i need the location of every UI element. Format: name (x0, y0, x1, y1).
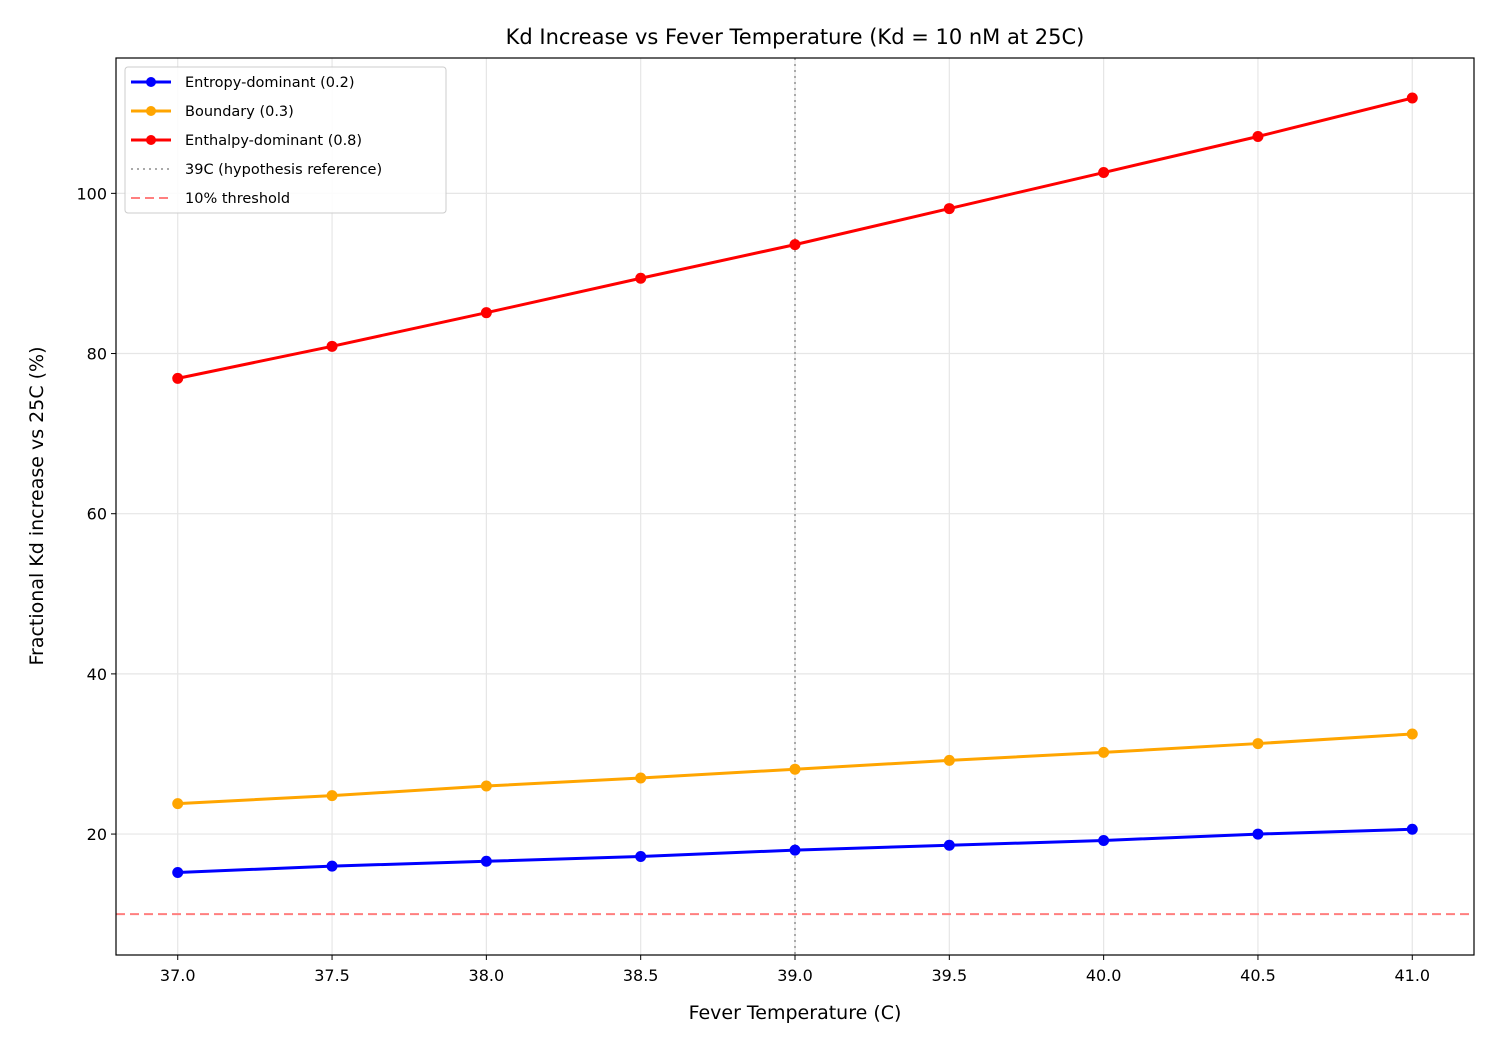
data-point (943, 754, 955, 766)
y-tick-label: 100 (76, 184, 107, 203)
x-tick-label: 40.0 (1086, 966, 1122, 985)
y-tick-label: 60 (87, 505, 107, 524)
y-tick-label: 40 (87, 665, 107, 684)
data-point (172, 372, 184, 384)
data-point (172, 867, 184, 879)
data-point (943, 839, 955, 851)
reference-lines (116, 58, 1474, 955)
y-axis-label: Fractional Kd increase vs 25C (%) (26, 346, 48, 665)
data-point (326, 860, 338, 872)
data-point (1098, 746, 1110, 758)
data-point (480, 780, 492, 792)
data-point (789, 239, 801, 251)
data-point (1252, 828, 1264, 840)
x-axis: 37.0 37.5 38.0 38.5 39.0 39.5 40.0 40.5 41.0 (160, 955, 1430, 985)
legend-box (124, 66, 447, 214)
data-point (1406, 92, 1418, 104)
data-point (480, 307, 492, 319)
x-tick-label: 37.0 (160, 966, 196, 985)
chart-title: Kd Increase vs Fever Temperature (Kd = 1… (506, 25, 1085, 49)
x-tick-label: 38.5 (623, 966, 659, 985)
legend-marker (146, 77, 156, 87)
data-point (1098, 834, 1110, 846)
data-point (635, 272, 647, 284)
legend-marker (146, 106, 156, 116)
data-point (326, 790, 338, 802)
x-tick-label: 38.0 (469, 966, 505, 985)
legend-label: Entropy-dominant (0.2) (185, 75, 354, 91)
x-tick-label: 39.5 (932, 966, 968, 985)
y-axis: 20 40 60 80 100 (76, 184, 116, 844)
x-tick-label: 39.0 (777, 966, 813, 985)
data-point (1252, 130, 1264, 142)
data-point (635, 772, 647, 784)
x-tick-label: 37.5 (314, 966, 350, 985)
legend-label: 39C (hypothesis reference) (185, 162, 382, 178)
x-tick-label: 41.0 (1394, 966, 1430, 985)
legend-label: Enthalpy-dominant (0.8) (185, 133, 362, 149)
data-point (1252, 738, 1264, 750)
x-axis-label: Fever Temperature (C) (689, 1002, 902, 1024)
y-tick-label: 20 (87, 825, 107, 844)
data-point (326, 340, 338, 352)
legend-label: 10% threshold (185, 191, 290, 207)
data-point (1406, 728, 1418, 740)
data-point (635, 850, 647, 862)
y-tick-label: 80 (87, 345, 107, 364)
data-point (1406, 823, 1418, 835)
x-tick-label: 40.5 (1240, 966, 1276, 985)
legend: Entropy-dominant (0.2) Boundary (0.3) Enth… (124, 66, 447, 214)
data-point (172, 798, 184, 810)
data-point (789, 763, 801, 775)
data-point (943, 203, 955, 215)
data-point (789, 844, 801, 856)
legend-marker (146, 135, 156, 145)
series-group (172, 92, 1418, 879)
data-point (1098, 167, 1110, 179)
data-point (480, 855, 492, 867)
legend-label: Boundary (0.3) (185, 104, 294, 120)
